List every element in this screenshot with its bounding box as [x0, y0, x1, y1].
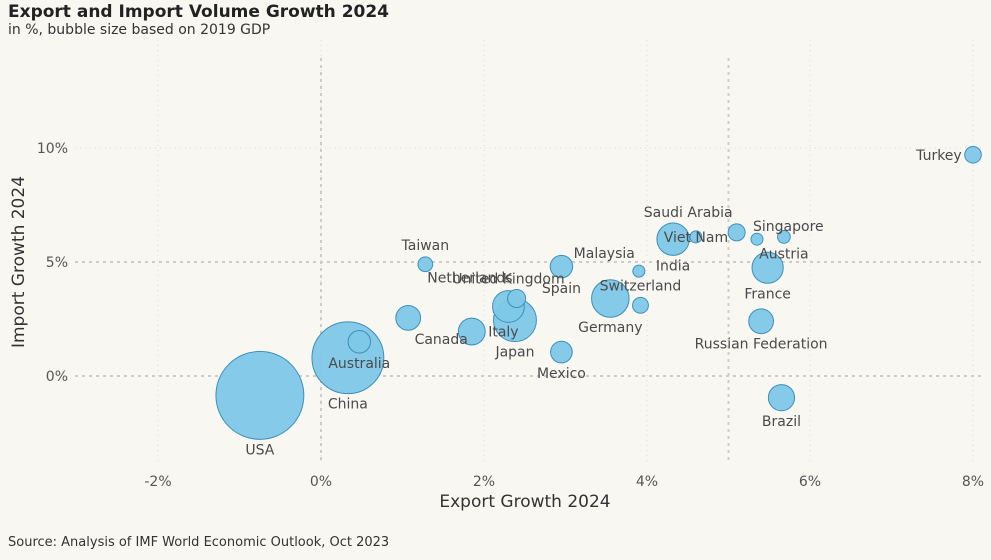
bubble-brazil [767, 384, 796, 412]
y-axis-title: Import Growth 2024 [9, 176, 29, 348]
bubble-malaysia [632, 264, 646, 278]
bubble-label-austria: Austria [759, 246, 808, 262]
bubble-germany [591, 279, 630, 318]
bubble-label-turkey: Turkey [915, 148, 962, 164]
bubble-russian-federation [748, 308, 774, 335]
bubble-label-russian-federation: Russian Federation [695, 337, 828, 353]
x-tick-label: 0% [310, 474, 332, 490]
bubble-label-canada: Canada [415, 332, 468, 348]
bubble-label-italy: Italy [488, 325, 518, 341]
bubble-canada [395, 304, 422, 331]
bubble-austria [777, 230, 791, 244]
x-axis-title: Export Growth 2024 [439, 492, 610, 512]
bubble-australia [347, 330, 372, 354]
bubble-label-germany: Germany [578, 320, 642, 336]
bubble-label-switzerland: Switzerland [600, 278, 682, 294]
bubble-label-brazil: Brazil [762, 414, 801, 430]
x-tick-label: 8% [962, 474, 984, 490]
y-tick-label: 10% [37, 141, 68, 157]
x-tick-label: -2% [144, 474, 171, 490]
bubble-singapore [750, 232, 764, 246]
bubble-turkey [964, 146, 982, 164]
chart-subtitle: in %, bubble size based on 2019 GDP [8, 22, 271, 38]
bubble-label-saudi-arabia: Saudi Arabia [644, 205, 733, 221]
bubble-spain [549, 254, 574, 279]
tick-layer: -2% 0% 2% 4% 6% 8% 0% 5% 10% [37, 141, 984, 490]
bubble-label-united-kingdom: United Kingdom [452, 272, 564, 288]
bubble-label-india: India [656, 258, 690, 274]
bubble-italy [457, 317, 486, 346]
bubble-usa [215, 350, 305, 440]
bubble-label-france: France [744, 286, 791, 302]
bubble-switzerland [632, 296, 649, 314]
bubble-netherlands [507, 288, 527, 308]
bubble-label-malaysia: Malaysia [574, 246, 635, 262]
bubble-label-usa: USA [245, 442, 274, 458]
bubble-label-mexico: Mexico [537, 366, 586, 382]
bubble-label-viet-nam: Viet Nam [664, 230, 728, 246]
bubble-label-australia: Australia [328, 356, 390, 372]
bubble-label-japan: Japan [494, 345, 534, 361]
y-tick-label: 5% [46, 255, 68, 271]
grid-layer [75, 40, 985, 462]
bubble-viet-nam [689, 230, 703, 244]
source-note: Source: Analysis of IMF World Economic O… [8, 535, 390, 550]
x-tick-label: 2% [473, 474, 495, 490]
bubble-france [751, 251, 784, 284]
bubble-label-singapore: Singapore [753, 219, 824, 235]
x-tick-label: 4% [636, 474, 658, 490]
y-tick-label: 0% [46, 369, 68, 385]
bubble-label-netherlands: Netherlands [427, 270, 512, 286]
bubble-taiwan [417, 256, 434, 273]
bubble-india [656, 222, 690, 256]
label-layer: USA China Australia Canada Taiwan Italy Nether… [245, 148, 961, 458]
bubble-label-china: China [328, 397, 368, 413]
bubble-saudi-arabia [727, 223, 746, 242]
x-tick-label: 6% [799, 474, 821, 490]
chart-title: Export and Import Volume Growth 2024 [8, 2, 390, 22]
bubble-layer [215, 146, 982, 440]
bubble-mexico [550, 340, 573, 364]
bubble-label-taiwan: Taiwan [401, 238, 450, 254]
bubble-label-spain: Spain [542, 281, 581, 297]
